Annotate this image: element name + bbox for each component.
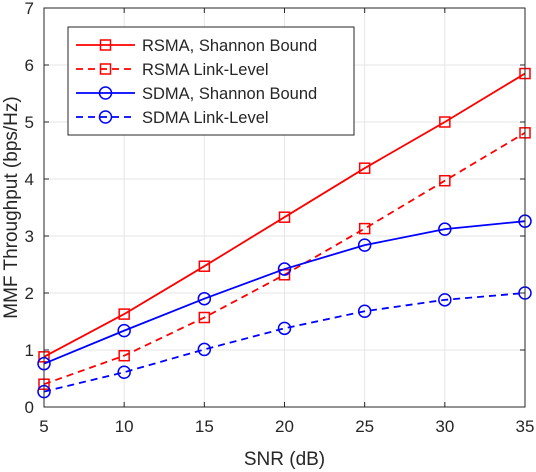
legend: RSMA, Shannon Bound RSMA Link-Level SDMA, … <box>67 26 355 136</box>
legend-marker <box>98 110 113 124</box>
y-tick-label: 6 <box>25 56 34 75</box>
data-point <box>118 349 130 362</box>
data-point <box>197 342 212 357</box>
x-tick-label: 35 <box>516 417 535 436</box>
data-point <box>277 321 292 336</box>
data-point <box>117 323 131 338</box>
y-tick-label: 7 <box>25 0 34 18</box>
legend-label: SDMA, Shannon Bound <box>142 85 317 103</box>
data-point <box>438 222 452 236</box>
data-point <box>439 174 451 187</box>
x-tick-label: 10 <box>115 417 134 436</box>
data-point <box>198 311 211 324</box>
data-point <box>358 162 371 174</box>
y-tick-label: 3 <box>25 227 34 246</box>
data-point <box>439 116 451 128</box>
data-point <box>358 222 371 235</box>
y-tick-label: 2 <box>25 284 34 303</box>
x-axis-label: SNR (dB) <box>244 449 325 470</box>
x-tick-label: 20 <box>275 417 294 436</box>
data-point <box>198 260 211 272</box>
y-axis-label: MMF Throughput (bps/Hz) <box>1 96 22 318</box>
data-point <box>357 304 372 318</box>
series-line <box>43 72 526 358</box>
axis-ticks: 5 10 15 20 25 30 35 0 1 2 3 4 5 6 7 <box>25 0 535 436</box>
x-tick-label: 25 <box>355 417 374 436</box>
y-tick-label: 1 <box>25 341 34 360</box>
data-point <box>118 308 130 320</box>
x-tick-label: 15 <box>195 417 214 436</box>
y-tick-label: 4 <box>25 170 34 189</box>
legend-marker <box>99 39 112 51</box>
legend-label: SDMA Link-Level <box>142 109 269 127</box>
legend-marker <box>99 63 112 75</box>
legend-label: RSMA, Shannon Bound <box>142 37 317 55</box>
legend-marker <box>98 86 113 100</box>
y-tick-label: 0 <box>25 398 34 417</box>
series-1 <box>38 67 531 363</box>
x-tick-label: 5 <box>39 417 48 436</box>
data-point <box>197 291 212 306</box>
series-line <box>43 220 526 365</box>
data-point <box>278 211 291 223</box>
data-point <box>438 293 452 307</box>
data-point <box>117 365 131 379</box>
data-point <box>277 262 292 276</box>
legend-label: RSMA Link-Level <box>142 61 269 79</box>
series-line <box>43 292 526 393</box>
data-point <box>357 238 372 252</box>
y-tick-label: 5 <box>25 113 34 132</box>
x-tick-label: 30 <box>435 417 454 436</box>
